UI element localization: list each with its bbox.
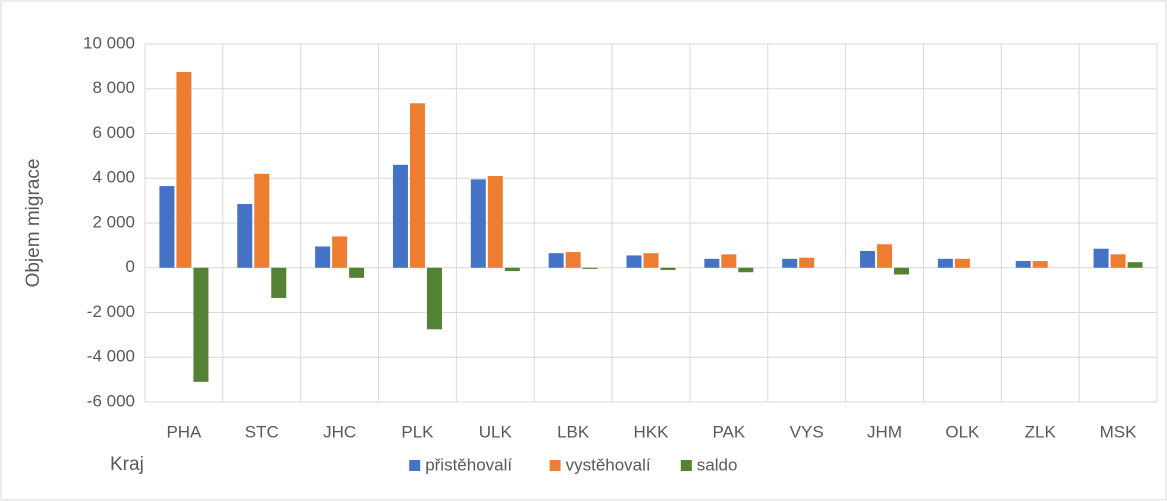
bar	[565, 252, 581, 268]
bar	[548, 253, 564, 268]
bar	[426, 267, 442, 330]
y-tick-label: -6 000	[87, 391, 135, 410]
bar	[860, 250, 876, 268]
y-tick-label: -4 000	[87, 347, 135, 366]
bar	[487, 176, 503, 268]
y-tick-label: 2 000	[92, 212, 135, 231]
legend-label: přistěhovalí	[425, 455, 512, 474]
y-tick-label: 6 000	[92, 123, 135, 142]
x-tick-label: PHA	[166, 422, 202, 441]
bar	[721, 254, 737, 268]
x-tick-label: MSK	[1100, 422, 1138, 441]
y-tick-label: 0	[126, 257, 135, 276]
bar	[409, 103, 425, 268]
x-tick-label: JHC	[323, 422, 356, 441]
bar	[799, 257, 815, 268]
bar	[877, 244, 893, 268]
y-tick-label: 4 000	[92, 168, 135, 187]
y-tick-label: -2 000	[87, 302, 135, 321]
x-tick-label: PAK	[712, 422, 745, 441]
x-axis-label: Kraj	[110, 454, 144, 475]
bar	[1127, 262, 1143, 268]
bar	[392, 164, 408, 268]
bar	[504, 267, 520, 272]
y-axis-label: Objem migrace	[23, 159, 44, 288]
bar	[738, 267, 754, 273]
bar	[937, 258, 953, 268]
bar	[332, 236, 348, 268]
x-tick-label: ZLK	[1025, 422, 1057, 441]
bar	[159, 186, 175, 268]
bar	[315, 246, 331, 268]
legend-label: vystěhovalí	[566, 455, 651, 474]
bar	[349, 267, 365, 278]
x-tick-label: PLK	[401, 422, 434, 441]
bar	[176, 71, 192, 268]
bar	[470, 179, 486, 268]
bar	[1015, 261, 1031, 268]
bar	[1110, 254, 1126, 268]
bar	[271, 267, 287, 298]
bar	[660, 267, 676, 270]
bar	[954, 258, 970, 268]
x-tick-label: VYS	[790, 422, 824, 441]
legend-swatch	[549, 460, 561, 471]
x-tick-label: STC	[245, 422, 279, 441]
x-tick-label: OLK	[945, 422, 980, 441]
legend-swatch	[680, 460, 692, 471]
x-tick-label: LBK	[557, 422, 590, 441]
bar	[254, 173, 270, 268]
bar	[1032, 261, 1048, 268]
bar	[193, 267, 209, 382]
x-tick-label: HKK	[634, 422, 670, 441]
bar	[626, 255, 642, 268]
bar	[894, 267, 910, 275]
bar	[704, 258, 720, 268]
y-tick-label: 10 000	[83, 33, 135, 52]
bar	[643, 253, 659, 268]
bar	[1093, 248, 1109, 268]
y-tick-label: 8 000	[92, 78, 135, 97]
x-tick-label: JHM	[867, 422, 902, 441]
legend-label: saldo	[697, 455, 738, 474]
bar	[582, 267, 598, 269]
legend-swatch	[409, 460, 421, 471]
x-tick-label: ULK	[479, 422, 513, 441]
bar	[782, 258, 798, 268]
bar	[237, 203, 253, 268]
